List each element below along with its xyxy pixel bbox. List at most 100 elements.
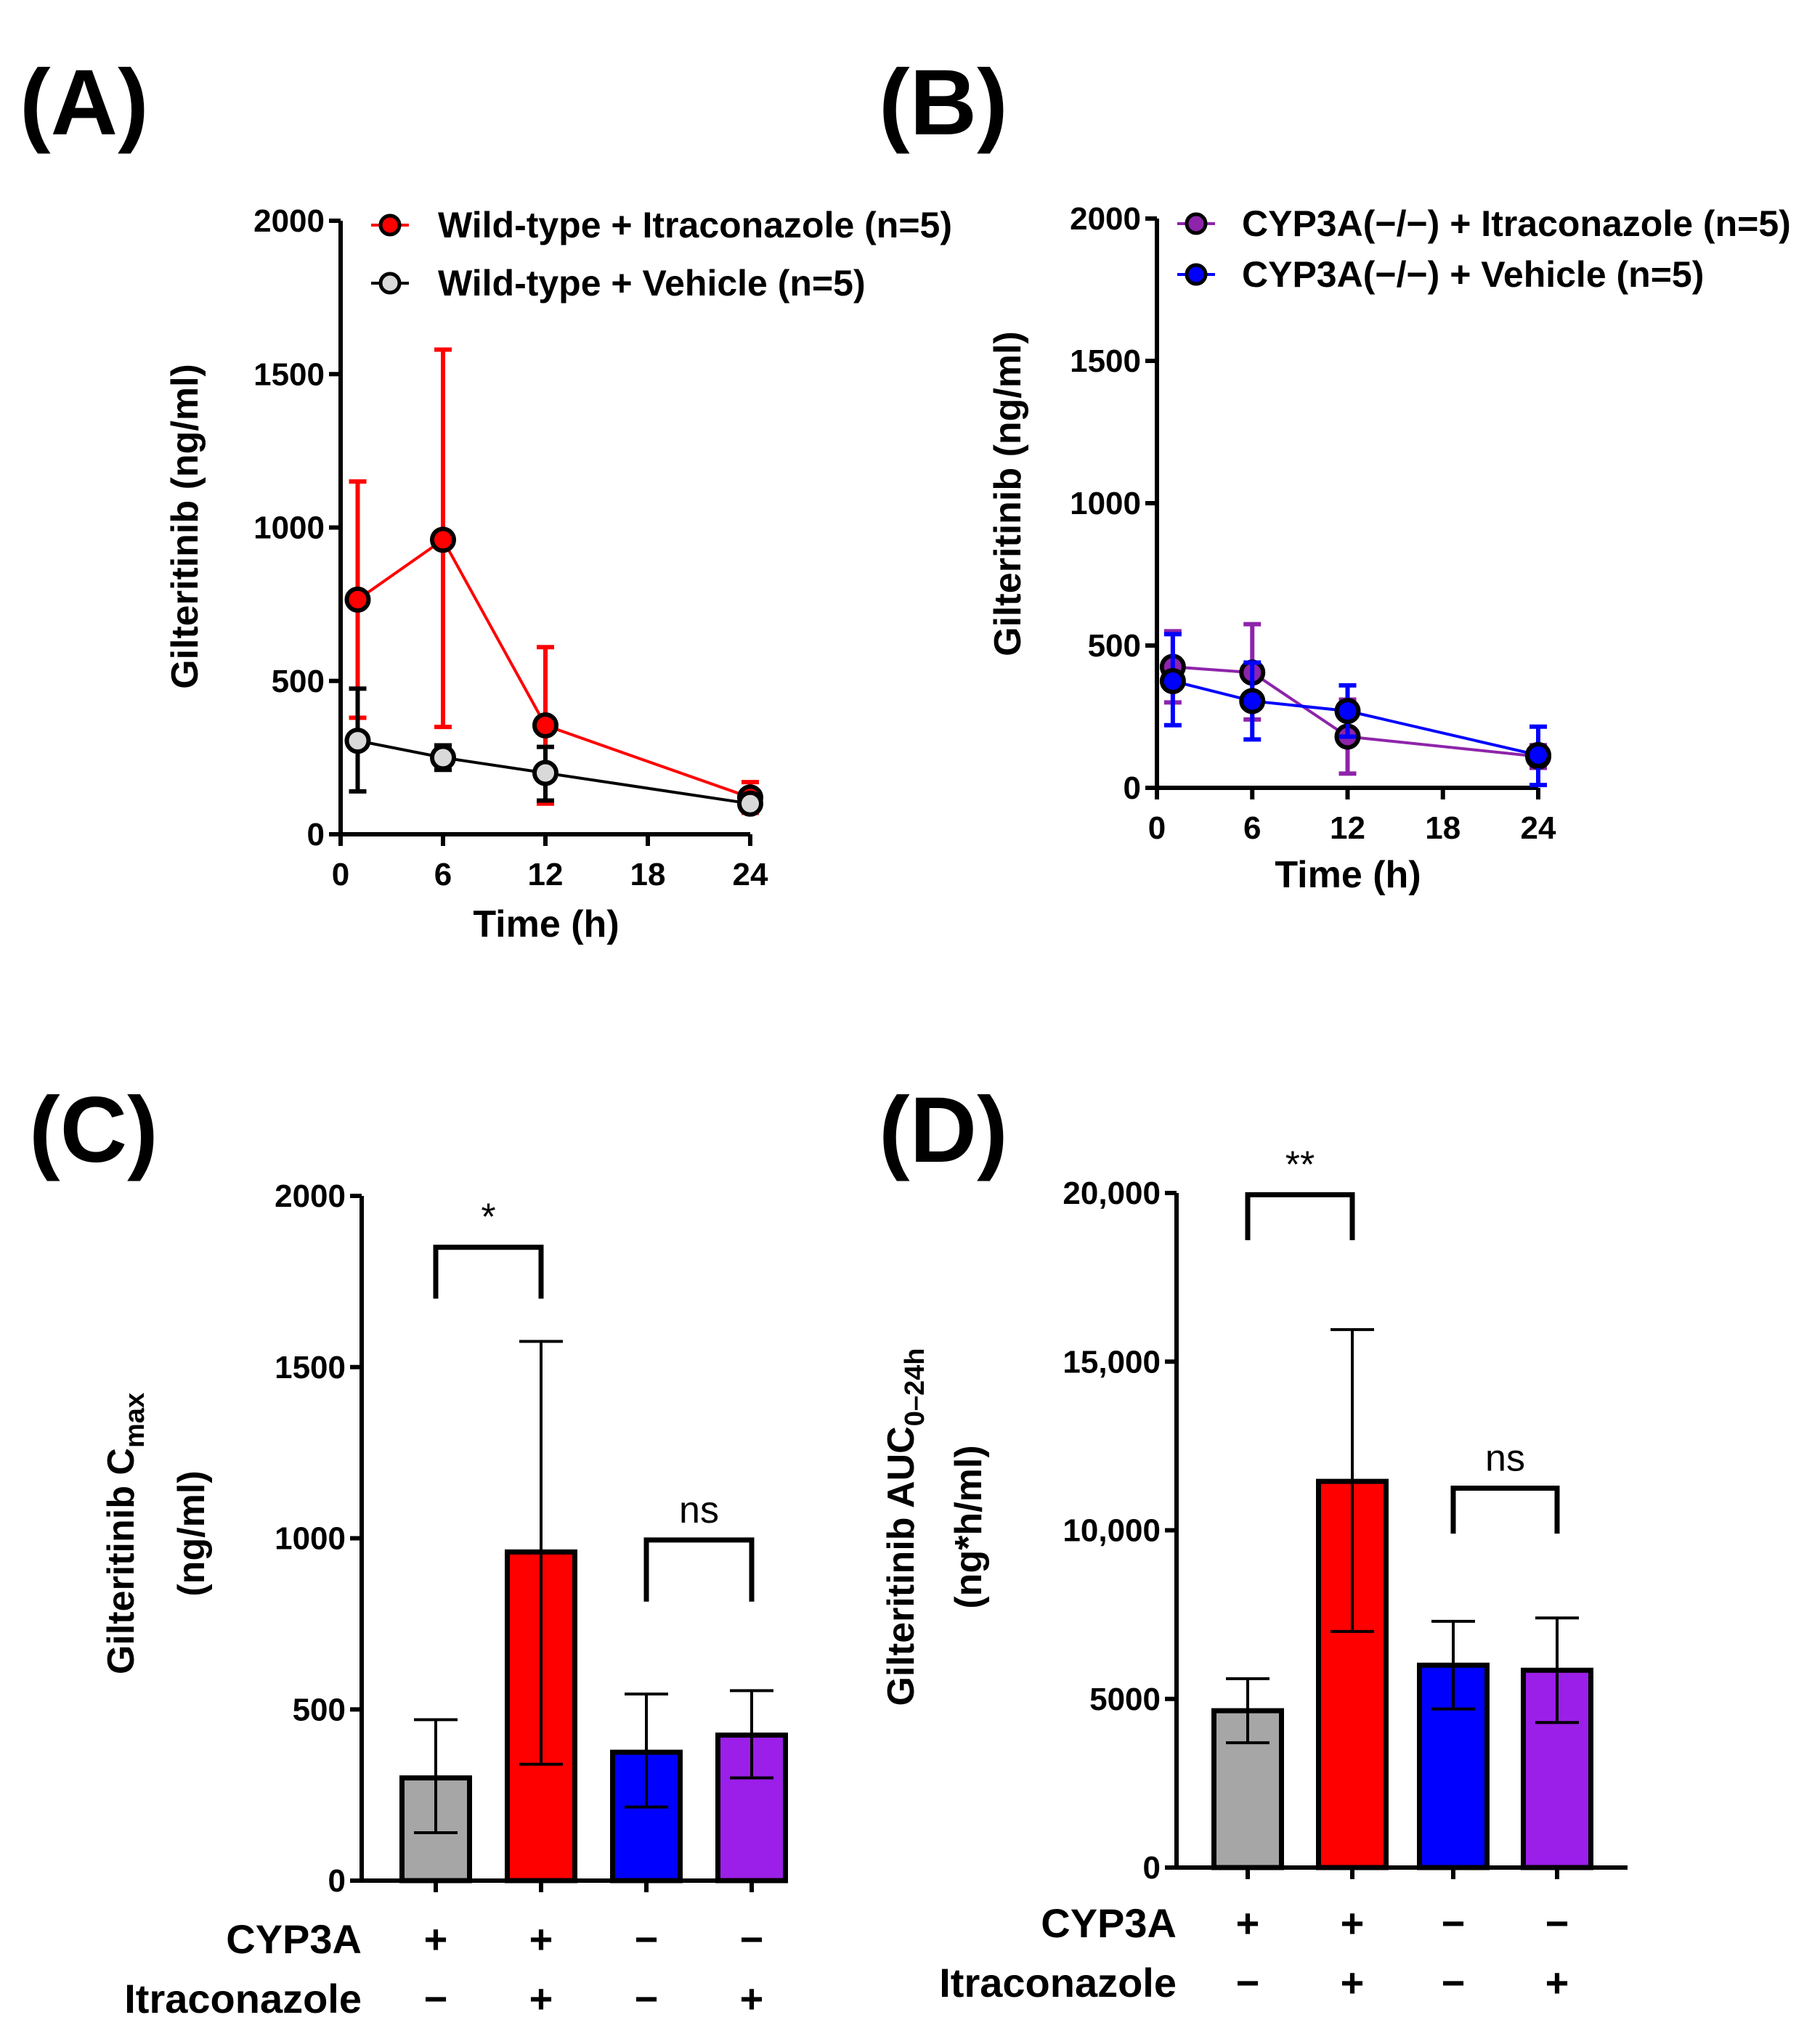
y-axis-title: Gilteritinib (ng/ml) <box>987 331 1029 656</box>
cyp3a-sign: + <box>424 1916 448 1962</box>
panel-label: (B) <box>879 51 1008 155</box>
series-0 <box>1159 622 1551 776</box>
data-point <box>344 728 371 754</box>
series-line <box>357 739 751 805</box>
x-tick-label: 18 <box>630 857 666 892</box>
significance-bracket <box>433 1245 544 1299</box>
panel-b: (B) 0 500 1000 1500 2000 0 6 12 18 24 Gilteritinib … <box>879 51 1791 896</box>
y-tick-label: 500 <box>293 1692 346 1727</box>
data-point <box>430 526 456 553</box>
row-label: CYP3A <box>226 1916 362 1962</box>
y-tick-label: 2000 <box>253 203 325 239</box>
y-tick-label: 10,000 <box>1063 1513 1161 1549</box>
y-tick-label: 2000 <box>1070 201 1141 237</box>
y-axis-title-main: Gilteritinib AUC <box>880 1426 922 1706</box>
itraconazole-sign: − <box>424 1976 448 2021</box>
data-point <box>430 744 456 771</box>
legend-label: CYP3A(−/−) + Itraconazole (n=5) <box>1242 203 1791 244</box>
itraconazole-sign: + <box>529 1976 553 2021</box>
row-label: Itraconazole <box>939 1960 1177 2006</box>
cyp3a-sign: + <box>1236 1900 1260 1946</box>
y-tick-label: 1000 <box>275 1521 346 1557</box>
bar <box>1417 1662 1490 1870</box>
data-point <box>532 760 558 786</box>
y-axis-title: Gilteritinib Cmax <box>100 1393 150 1674</box>
itraconazole-sign: + <box>1341 1960 1365 2006</box>
bar-group: −+ <box>1521 1616 1593 2006</box>
x-tick-label: 12 <box>528 857 564 892</box>
x-tick-label: 18 <box>1425 810 1461 846</box>
panel-c: (C) 0 500 1000 1500 2000 Gilteritinib Cmax (ng/… <box>29 1078 788 2021</box>
itraconazole-sign: + <box>740 1976 764 2021</box>
legend-label: Wild-type + Itraconazole (n=5) <box>438 205 952 245</box>
legend-marker <box>378 272 402 295</box>
significance-bracket <box>643 1537 755 1602</box>
y-axis-title-sub: 0–24h <box>900 1348 930 1427</box>
cyp3a-sign: − <box>740 1916 764 1962</box>
legend-label: CYP3A(−/−) + Vehicle (n=5) <box>1242 254 1704 295</box>
x-tick-label: 24 <box>733 857 768 892</box>
y-tick-label: 1000 <box>1070 486 1141 521</box>
x-tick-label: 0 <box>1148 810 1166 846</box>
itraconazole-sign: + <box>1545 1960 1569 2006</box>
row-label: Itraconazole <box>124 1976 362 2021</box>
bar-group: +− <box>1211 1677 1284 2006</box>
bar-group: ++ <box>1316 1328 1389 2006</box>
cyp3a-sign: + <box>529 1916 553 1962</box>
y-axis-title: Gilteritinib (ng/ml) <box>164 364 206 689</box>
itraconazole-sign: − <box>1442 1960 1466 2006</box>
data-point <box>1334 698 1361 725</box>
bar <box>715 1732 788 1884</box>
panel-a: (A) 0 500 1000 1500 2000 0 6 12 18 24 Gilteritinib … <box>20 51 952 945</box>
y-axis-title-sub: max <box>120 1393 150 1448</box>
itraconazole-sign: − <box>635 1976 659 2021</box>
significance-bracket <box>1450 1485 1560 1534</box>
y-axis-title-units: (ng/ml) <box>171 1470 213 1596</box>
bar-group: ++ <box>505 1340 577 2021</box>
bar-group: −− <box>1417 1619 1490 2006</box>
y-axis-title: Gilteritinib AUC0–24h <box>880 1348 930 1706</box>
bar-group: −− <box>610 1693 683 2021</box>
y-tick-label: 500 <box>272 664 325 699</box>
data-point <box>532 712 558 739</box>
significance-label: ns <box>679 1489 719 1531</box>
cyp3a-sign: + <box>1341 1900 1365 1946</box>
x-axis-title: Time (h) <box>473 903 619 945</box>
y-tick-label: 1500 <box>1070 343 1141 379</box>
y-tick-label: 0 <box>1124 770 1141 806</box>
data-point <box>1159 668 1186 694</box>
y-tick-label: 1500 <box>275 1350 346 1385</box>
legend-marker <box>1185 263 1208 286</box>
x-axis-title: Time (h) <box>1275 854 1421 896</box>
y-tick-label: 2000 <box>275 1178 346 1214</box>
series-1 <box>1159 632 1551 788</box>
y-tick-label: 5000 <box>1089 1682 1161 1717</box>
significance-label: * <box>481 1197 495 1239</box>
cyp3a-sign: − <box>635 1916 659 1962</box>
panel-label: (C) <box>29 1078 158 1182</box>
y-axis-title-main: Gilteritinib C <box>100 1448 142 1674</box>
panel-d: (D) 0 5000 10,000 15,000 20,000 Gilteritinib A… <box>879 1078 1628 2006</box>
data-point <box>1525 741 1551 768</box>
data-point <box>1239 688 1266 714</box>
row-label: CYP3A <box>1041 1900 1177 1946</box>
data-point <box>737 790 763 817</box>
bar-group: +− <box>399 1718 472 2021</box>
y-tick-label: 1500 <box>253 357 325 392</box>
itraconazole-sign: − <box>1236 1960 1260 2006</box>
panel-label: (D) <box>879 1078 1008 1182</box>
x-tick-label: 6 <box>434 857 452 892</box>
y-tick-label: 0 <box>307 817 325 852</box>
panel-label: (A) <box>20 51 149 155</box>
x-tick-label: 0 <box>332 857 349 892</box>
data-point <box>344 586 371 613</box>
series-line <box>1172 680 1539 757</box>
y-tick-label: 0 <box>328 1863 346 1899</box>
cyp3a-sign: − <box>1442 1900 1466 1946</box>
y-tick-label: 0 <box>1143 1850 1161 1886</box>
legend-marker <box>1185 212 1208 235</box>
legend-label: Wild-type + Vehicle (n=5) <box>438 263 866 304</box>
legend-marker <box>378 213 402 237</box>
y-tick-label: 1000 <box>253 510 325 546</box>
